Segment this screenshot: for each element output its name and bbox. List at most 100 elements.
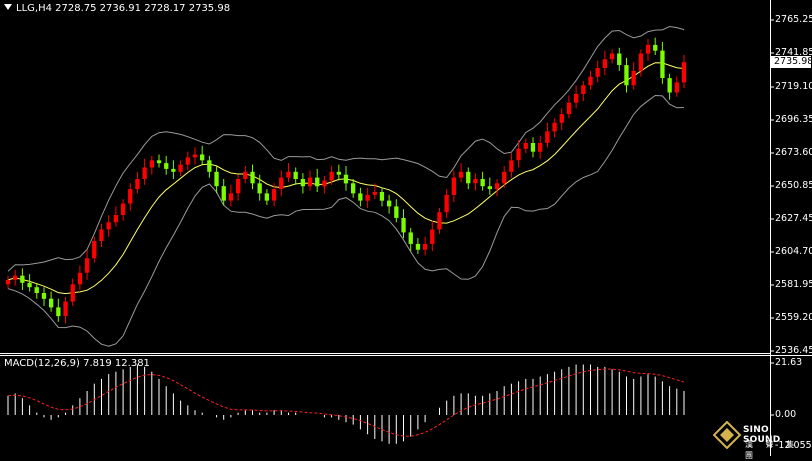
upper-band-line	[7, 25, 685, 272]
candle-body	[631, 70, 636, 86]
candle-body	[674, 82, 679, 93]
candle-body	[538, 143, 543, 152]
current-price-label: 2735.98	[771, 56, 812, 68]
price-tick-label: 2741.85	[775, 47, 812, 58]
candle-body	[322, 180, 327, 187]
candle-body	[552, 122, 557, 132]
candle-body	[502, 171, 507, 184]
candle-body	[27, 282, 32, 288]
candle-body	[99, 229, 104, 241]
candle-body	[92, 241, 97, 259]
candle-body	[466, 171, 471, 184]
price-tick-label: 2559.20	[775, 312, 812, 323]
candle-body	[128, 189, 133, 204]
logo-sub: 漢 聲 集 團	[745, 440, 800, 460]
price-tick-label: 2673.60	[775, 147, 812, 158]
sinosound-logo: SINO SOUND 漢 聲 集 團	[713, 419, 809, 460]
macd-tick-label: 21.63	[775, 357, 803, 368]
macd-header: MACD(12,26,9) 7.819 12.381	[4, 358, 150, 369]
candle-body	[609, 53, 615, 60]
candle-body	[595, 68, 600, 77]
macd-histogram	[7, 364, 685, 444]
price-tick-label: 2696.35	[775, 114, 812, 125]
price-tick-label: 2604.70	[775, 246, 812, 257]
dropdown-triangle-icon[interactable]	[4, 4, 12, 10]
candle-body	[84, 258, 90, 273]
macd-tick-label: 0.00	[775, 409, 797, 420]
macd-signal-line	[7, 368, 685, 437]
candle-body	[437, 212, 442, 230]
candle-body	[408, 232, 413, 244]
candle-body	[660, 50, 665, 78]
candle-body	[422, 243, 428, 250]
candle-body	[149, 160, 154, 168]
candle-body	[545, 131, 550, 143]
candle-body	[315, 177, 320, 187]
candle-body	[329, 171, 334, 181]
macd-tick-label: -12.055	[775, 440, 812, 451]
candle-body	[214, 171, 219, 187]
candle-body	[566, 102, 572, 115]
logo-brand: SINO SOUND	[743, 425, 781, 445]
candle-body	[430, 229, 435, 244]
candle-body	[113, 215, 118, 223]
price-tick-label: 2627.45	[775, 213, 812, 224]
candle-body	[365, 194, 370, 201]
candle-body	[56, 307, 61, 317]
candle-body	[185, 157, 190, 165]
symbol-header[interactable]: LLG,H4 2728.75 2736.91 2728.17 2735.98	[4, 3, 230, 14]
signal-line	[7, 368, 685, 437]
price-tick-label: 2765.25	[775, 14, 812, 25]
sinosound-diamond-icon	[713, 421, 741, 449]
candle-body	[156, 160, 162, 164]
candle-body	[257, 183, 262, 194]
candle-body	[530, 143, 536, 152]
candle-body	[487, 186, 492, 190]
bollinger-bands	[7, 25, 685, 347]
candle-body	[250, 171, 255, 184]
price-tick-label: 2536.45	[775, 345, 812, 356]
candle-body	[394, 206, 399, 218]
candle-body	[221, 186, 226, 201]
candle-body	[243, 171, 248, 179]
candle-body	[372, 192, 377, 195]
candle-body	[200, 154, 205, 161]
candle-body	[516, 148, 521, 161]
candle-body	[617, 53, 622, 65]
price-tick-label: 2719.10	[775, 81, 812, 92]
candle-body	[653, 44, 658, 51]
candle-body	[5, 280, 11, 285]
candle-body	[387, 200, 392, 207]
candle-body	[473, 179, 478, 184]
candle-body	[581, 85, 586, 94]
candle-body	[458, 171, 464, 178]
candle-body	[336, 171, 341, 175]
candle-body	[379, 192, 385, 201]
candle-body	[236, 179, 241, 194]
candle-body	[178, 164, 183, 172]
candle-body	[271, 189, 277, 201]
symbol-header-text: LLG,H4 2728.75 2736.91 2728.17 2735.98	[16, 3, 231, 14]
candle-body	[351, 183, 356, 194]
candle-body	[358, 193, 363, 201]
candle-body	[588, 76, 593, 86]
candle-body	[70, 284, 75, 302]
candle-body	[228, 193, 234, 201]
candle-body	[523, 143, 528, 149]
candle-body	[106, 222, 111, 230]
candle-body	[286, 171, 291, 178]
candle-body	[624, 65, 629, 86]
candle-body	[451, 177, 456, 195]
candle-body	[300, 179, 305, 187]
candle-body	[192, 154, 198, 158]
candle-body	[41, 293, 47, 299]
candle-body	[602, 59, 607, 68]
candle-body	[20, 275, 25, 283]
lower-band-line	[7, 94, 685, 347]
candle-body	[645, 44, 651, 54]
candle-body	[343, 174, 349, 184]
candle-body	[681, 62, 687, 83]
candle-body	[509, 160, 514, 172]
